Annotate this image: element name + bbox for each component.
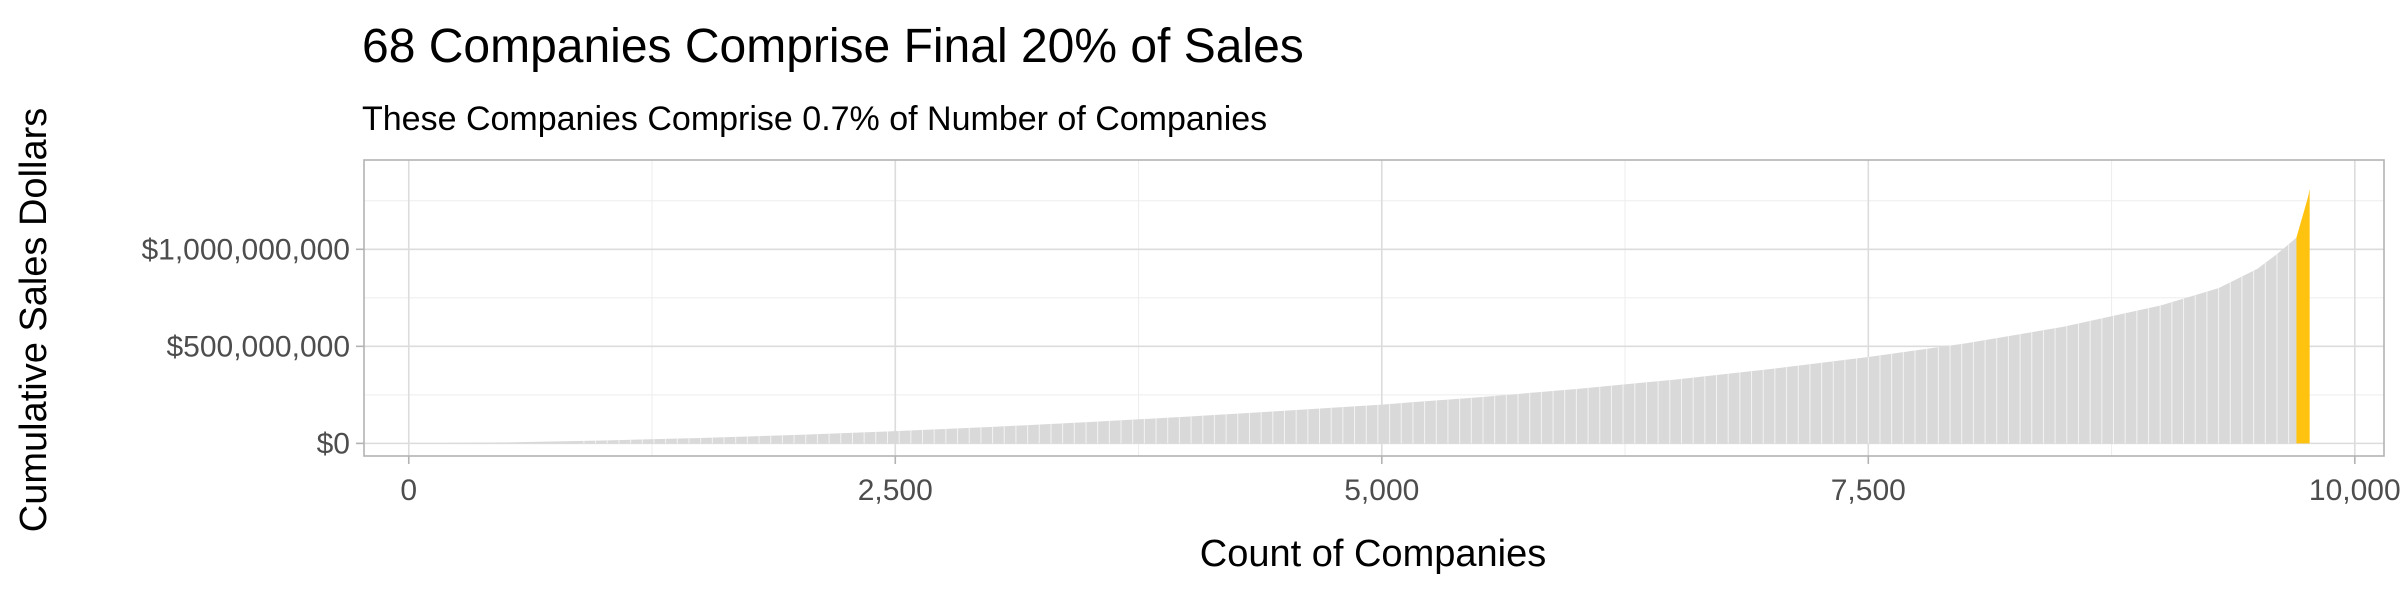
bars-layer bbox=[408, 189, 2310, 444]
panel-border bbox=[363, 159, 2385, 457]
x-tick-label: 5,000 bbox=[1344, 474, 1419, 507]
x-tick-label: 2,500 bbox=[858, 474, 933, 507]
x-axis: 0 2,500 5,000 7,500 10,000 bbox=[400, 456, 2400, 507]
y-tick-label: $500,000,000 bbox=[166, 330, 350, 363]
series-area-highlight bbox=[2296, 189, 2310, 444]
chart-subtitle: These Companies Comprise 0.7% of Number … bbox=[362, 100, 1267, 138]
x-tick-label: 7,500 bbox=[1831, 474, 1906, 507]
y-axis-title: Cumulative Sales Dollars bbox=[13, 108, 55, 533]
y-axis: $0 $500,000,000 $1,000,000,000 bbox=[141, 233, 364, 460]
y-tick-label: $0 bbox=[317, 427, 350, 460]
x-tick-label: 10,000 bbox=[2309, 474, 2400, 507]
series-area-gray bbox=[408, 237, 2297, 444]
x-axis-title: Count of Companies bbox=[1200, 533, 1546, 575]
y-tick-label: $1,000,000,000 bbox=[141, 233, 350, 266]
chart-title: 68 Companies Comprise Final 20% of Sales bbox=[362, 20, 1304, 73]
x-tick-label: 0 bbox=[400, 474, 417, 507]
